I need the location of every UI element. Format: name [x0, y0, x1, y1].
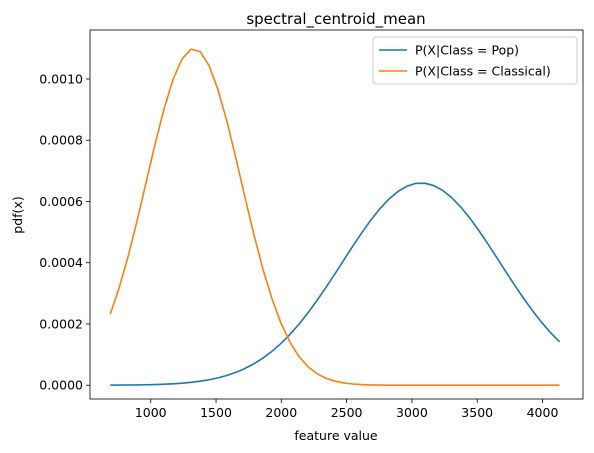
chart-title: spectral_centroid_mean	[246, 10, 425, 29]
legend-label: P(X|Class = Pop)	[415, 43, 519, 58]
y-axis-label: pdf(x)	[10, 196, 25, 233]
legend-label: P(X|Class = Classical)	[415, 64, 551, 79]
x-tick-label: 3000	[396, 405, 428, 420]
legend-box	[372, 36, 578, 85]
plot-lines	[109, 48, 561, 387]
x-tick-label: 1000	[135, 405, 167, 420]
y-axis-ticks: 0.0000 0.0002 0.0004 0.0006 0.0008 0.0010	[39, 71, 90, 393]
y-tick-label: 0.0010	[39, 71, 83, 86]
y-tick-label: 0.0000	[39, 378, 83, 393]
y-tick-label: 0.0008	[39, 133, 83, 148]
series-line-1	[110, 182, 561, 386]
x-axis-label: feature value	[294, 428, 378, 443]
x-tick-label: 3500	[461, 405, 493, 420]
y-tick-label: 0.0004	[39, 255, 83, 270]
legend: P(X|Class = Pop) P(X|Class = Classical)	[372, 36, 578, 85]
x-tick-label: 2000	[265, 405, 297, 420]
x-tick-label: 2500	[331, 405, 363, 420]
x-tick-label: 1500	[200, 405, 232, 420]
x-tick-label: 4000	[527, 405, 559, 420]
y-tick-label: 0.0002	[39, 316, 83, 331]
plot-frame	[89, 29, 584, 400]
x-axis-ticks: 1000 1500 2000 2500 3000 3500 4000	[135, 399, 559, 420]
y-tick-label: 0.0006	[39, 194, 83, 209]
series-line-2	[109, 48, 560, 387]
